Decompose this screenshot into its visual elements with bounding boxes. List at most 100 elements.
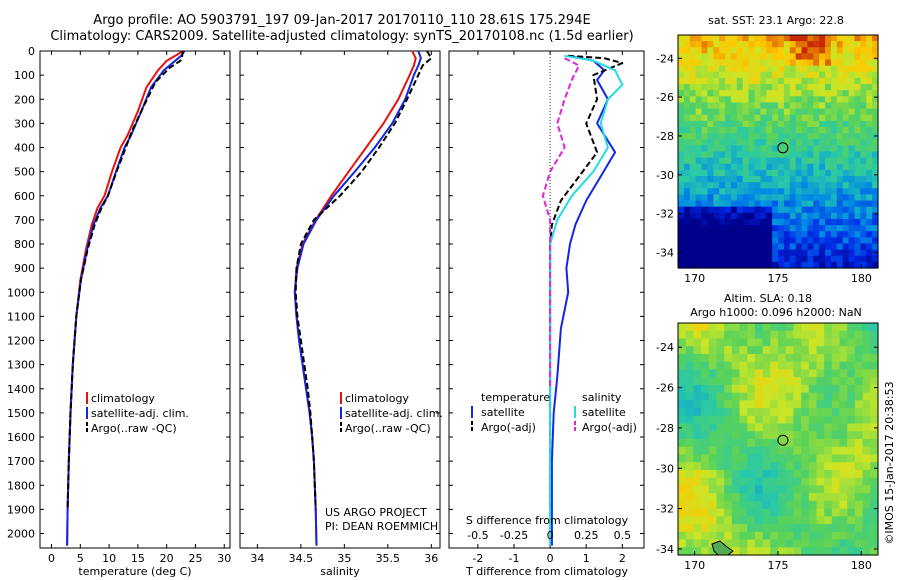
heatmap-cell — [748, 41, 756, 48]
heatmap-cell — [795, 151, 803, 159]
heatmap-cell — [795, 249, 803, 257]
heatmap-cell — [708, 384, 718, 394]
heatmap-cell — [766, 163, 773, 171]
heatmap-cell — [685, 493, 694, 502]
heatmap-cell — [860, 59, 867, 67]
heatmap-cell — [693, 524, 702, 533]
heatmap-cell — [724, 408, 733, 417]
heatmap-cell — [825, 188, 832, 196]
heatmap-cell — [801, 353, 810, 363]
heatmap-cell — [707, 114, 714, 122]
heatmap-cell — [713, 102, 720, 110]
heatmap-cell — [854, 41, 861, 48]
heatmap-cell — [730, 218, 738, 226]
heatmap-cell — [870, 493, 879, 502]
heatmap-cell — [862, 446, 871, 456]
heatmap-cell — [862, 353, 871, 363]
heatmap-cell — [783, 71, 791, 79]
heatmap-cell — [739, 439, 748, 448]
heatmap-cell — [854, 261, 861, 269]
heatmap-cell — [731, 446, 741, 456]
heatmap-cell — [825, 90, 832, 97]
heatmap-cell — [785, 361, 794, 370]
heatmap-cell — [716, 353, 725, 363]
heatmap-cell — [772, 145, 779, 153]
heatmap-cell — [766, 237, 773, 245]
legend-label-t-argo: Argo(-adj) — [481, 421, 536, 434]
heatmap-cell — [685, 547, 694, 556]
heatmap-cell — [825, 84, 832, 91]
heatmap-cell — [770, 415, 779, 425]
heatmap-cell — [730, 188, 738, 196]
heatmap-cell — [695, 84, 703, 91]
heatmap-cell — [819, 96, 826, 104]
heatmap-cell — [730, 120, 738, 128]
heatmap-cell — [731, 369, 741, 378]
heatmap-cell — [801, 500, 810, 510]
salinity-axis-ticks: 34 34.5 35 35.5 36 — [250, 51, 438, 565]
heatmap-cell — [847, 369, 856, 378]
heatmap-cell — [848, 65, 856, 73]
heatmap-cell — [693, 346, 702, 355]
heatmap-cell — [748, 126, 756, 134]
heatmap-cell — [778, 261, 785, 269]
heatmap-cell — [719, 84, 726, 91]
heatmap-cell — [847, 384, 856, 394]
heatmap-cell — [754, 369, 764, 378]
heatmap-cell — [748, 47, 756, 54]
heatmap-cell — [731, 462, 741, 471]
heatmap-cell — [836, 53, 844, 61]
heatmap-cell — [813, 59, 820, 67]
heatmap-cell — [866, 261, 873, 269]
heatmap-cell — [730, 225, 738, 232]
heatmap-cell — [778, 243, 785, 251]
heatmap-cell — [842, 249, 850, 257]
heatmap-cell — [689, 47, 697, 54]
heatmap-cell — [693, 323, 702, 332]
heatmap-cell — [736, 231, 744, 238]
heatmap-cell — [870, 500, 879, 510]
heatmap-cell — [830, 35, 838, 42]
heatmap-cell — [830, 261, 838, 269]
heatmap-cell — [847, 454, 856, 463]
heatmap-cell — [730, 35, 738, 42]
heatmap-cell — [854, 102, 861, 110]
heatmap-cell — [678, 261, 685, 269]
x-tick-label: 35 — [337, 552, 351, 565]
heatmap-cell — [848, 133, 856, 140]
depth-tick-label: 600 — [14, 190, 35, 203]
heatmap-cell — [847, 377, 856, 386]
heatmap-cell — [872, 90, 879, 97]
heatmap-cell — [824, 346, 833, 355]
heatmap-cell — [708, 462, 718, 471]
heatmap-cell — [678, 462, 687, 471]
heatmap-cell — [701, 493, 710, 502]
heatmap-cell — [695, 212, 703, 220]
heatmap-cell — [766, 65, 773, 73]
heatmap-cell — [701, 77, 709, 85]
heatmap-cell — [839, 462, 848, 471]
heatmap-cell — [801, 469, 810, 479]
heatmap-cell — [731, 361, 741, 370]
heatmap-cell — [719, 255, 726, 263]
heatmap-cell — [742, 139, 750, 146]
heatmap-cell — [860, 53, 867, 61]
heatmap-cell — [801, 188, 809, 196]
heatmap-cell — [870, 516, 879, 525]
heatmap-cell — [725, 114, 732, 122]
heatmap-cell — [736, 65, 744, 73]
heatmap-cell — [739, 353, 748, 363]
heatmap-cell — [683, 188, 691, 196]
heatmap-cell — [836, 169, 844, 177]
heatmap-cell — [701, 84, 709, 91]
heatmap-cell — [824, 524, 833, 533]
heatmap-cell — [830, 212, 838, 220]
heatmap-cell — [730, 41, 738, 48]
heatmap-cell — [772, 194, 779, 202]
heatmap-cell — [695, 126, 703, 134]
heatmap-cell — [713, 182, 720, 189]
heatmap-cell — [754, 477, 764, 486]
heatmap-cell — [872, 212, 879, 220]
heatmap-cell — [701, 330, 710, 340]
heatmap-cell — [716, 361, 725, 370]
